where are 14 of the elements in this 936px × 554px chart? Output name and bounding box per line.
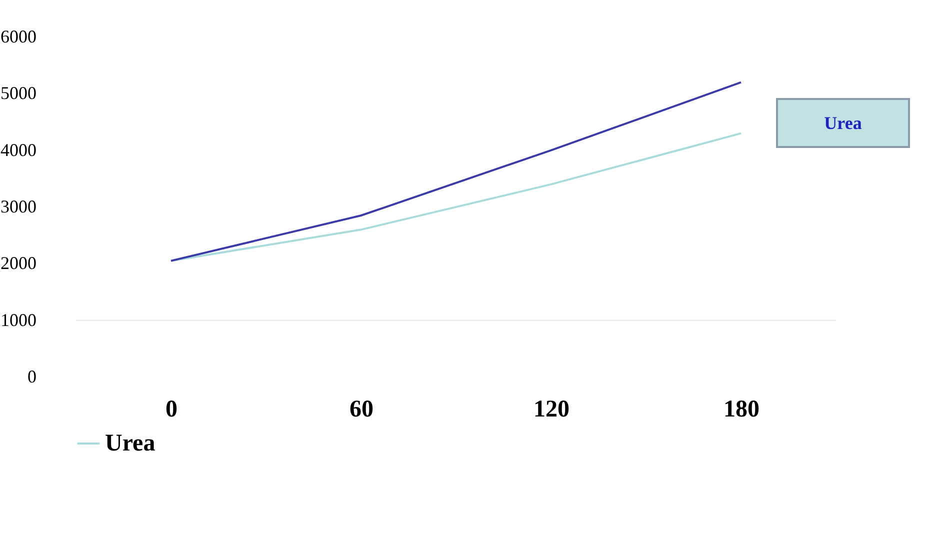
y-tick-label: 3000: [0, 196, 36, 216]
x-tick-label: 180: [724, 396, 760, 422]
x-tick-label: 0: [166, 396, 178, 422]
y-tick-label: 4000: [0, 140, 36, 160]
y-tick-label: 2000: [0, 253, 36, 274]
y-tick-label: 1000: [0, 310, 36, 330]
y-tick-label: 5000: [0, 83, 36, 104]
line-series: [170, 81, 742, 262]
y-tick-label: 6000: [0, 26, 36, 46]
legend-label: Urea: [105, 430, 156, 456]
x-tick-label: 120: [534, 396, 570, 422]
x-tick-label: 60: [350, 396, 374, 422]
callout-box: Urea: [776, 98, 910, 148]
y-tick-label: 0: [28, 366, 36, 386]
